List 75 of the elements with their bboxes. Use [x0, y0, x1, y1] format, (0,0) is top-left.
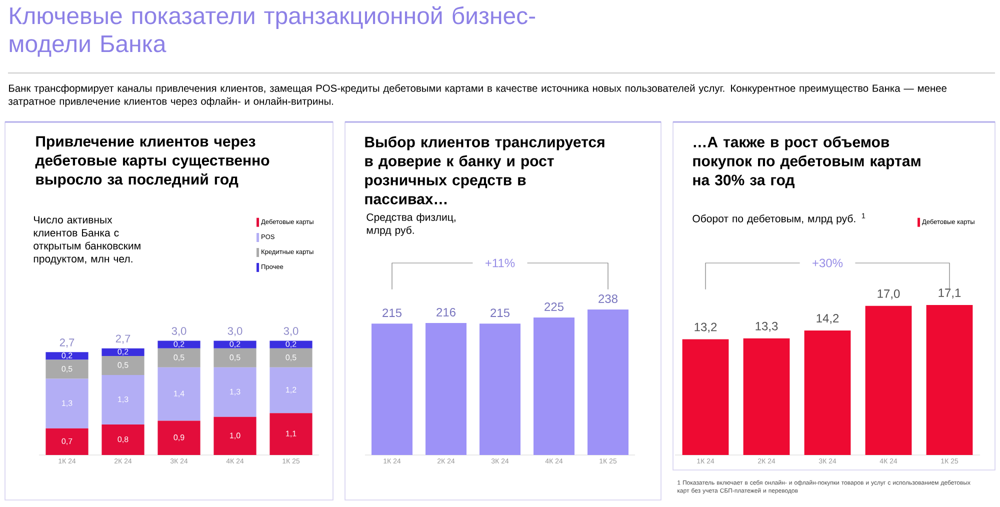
text: Банк трансформирует каналы привлечения клиентов, замещая POS-кредиты дебетовыми картами в качестве источника новых пользователей услуг. Конкурентное преимущество Банка — менее затратное привлечение клиентов через офлайн- и онлайн-витрины.: [8, 84, 947, 107]
chart-subtitle: Число активных клиентов Банка с открытым банковским продуктом, млн чел.: [34, 216, 140, 265]
data-label: 0,5: [62, 366, 72, 373]
total-label: 3,0: [284, 327, 298, 336]
data-label: 1,3: [230, 388, 240, 396]
text: Ключевые показатели транзакционной бизнес-модели Банка: [10, 6, 536, 57]
bar: [270, 367, 312, 414]
data-label: 0,2: [62, 352, 72, 360]
chart-subtitle: Средства физлиц, млрд руб.: [366, 213, 456, 236]
data-label: 17,1: [938, 288, 961, 298]
bar: [926, 305, 973, 455]
data-label: 225: [544, 302, 564, 311]
data-label: 1,3: [62, 400, 72, 407]
bar: [480, 324, 521, 455]
bar: [743, 338, 790, 455]
bar: [46, 360, 88, 379]
data-label: 0,5: [174, 354, 184, 362]
bar: [158, 348, 200, 368]
data-label: 0,5: [230, 354, 240, 362]
data-label: 0,2: [174, 341, 184, 348]
bar: [214, 416, 256, 455]
data-label: 1,3: [118, 396, 128, 404]
text: +30%: [812, 258, 843, 268]
bar: [214, 348, 256, 368]
data-label: 216: [436, 308, 456, 316]
bar: [102, 348, 144, 356]
text: +11%: [486, 258, 515, 268]
bar: [682, 339, 729, 455]
total-label: 2,7: [116, 334, 130, 344]
data-label: 0,7: [62, 438, 72, 445]
data-label: 215: [382, 308, 402, 318]
data-label: 0,5: [118, 362, 128, 369]
data-label: 238: [598, 294, 618, 304]
data-label: 0,2: [230, 341, 240, 348]
bar: [804, 330, 851, 455]
bar: [426, 322, 467, 455]
bar: [158, 420, 200, 455]
bar: [46, 378, 88, 428]
bar: [102, 356, 144, 375]
chart-subtitle: Оборот по дебетовым, млрд руб. $^{1}$: [692, 213, 866, 224]
data-label: 17,0: [878, 289, 900, 300]
data-label: 0,8: [118, 436, 128, 444]
bar: [270, 413, 312, 455]
total-label: 2,7: [60, 338, 74, 348]
bar: [102, 424, 144, 455]
bar: [534, 317, 575, 455]
total-label: 3,0: [172, 327, 186, 336]
data-label: 13,2: [694, 322, 717, 333]
data-label: 1,2: [286, 386, 296, 394]
data-label: 0,2: [118, 348, 128, 356]
data-label: 0,9: [174, 434, 184, 442]
bar: [158, 340, 200, 348]
bar: [102, 375, 144, 425]
bar: [270, 340, 312, 348]
data-label: 14,2: [816, 314, 839, 324]
chart-title: …А также в рост объемов покупок по дебетовым картам на 30% за год: [693, 136, 920, 188]
bar: [588, 310, 629, 455]
data-label: 0,2: [286, 341, 296, 348]
chart-title: Выбор клиентов транслируется в доверие к банку и рост розничных средств в пассивах…: [365, 136, 604, 204]
bar: [46, 428, 88, 455]
bar: [158, 367, 200, 421]
bar: [46, 352, 88, 360]
data-label: 1,0: [230, 432, 240, 440]
data-label: 1,4: [174, 390, 184, 398]
bar: [270, 348, 312, 368]
chart-title: Привлечение клиентов через дебетовые карты существенно выросло за последний год: [35, 136, 270, 188]
data-label: 1,1: [286, 430, 296, 438]
data-label: 0,5: [286, 354, 296, 362]
bar: [865, 306, 912, 455]
bar: [372, 324, 413, 455]
data-label: 13,3: [756, 322, 778, 332]
bar: [214, 367, 256, 417]
bar: [214, 340, 256, 348]
data-label: 215: [490, 308, 510, 318]
total-label: 3,0: [228, 327, 242, 336]
